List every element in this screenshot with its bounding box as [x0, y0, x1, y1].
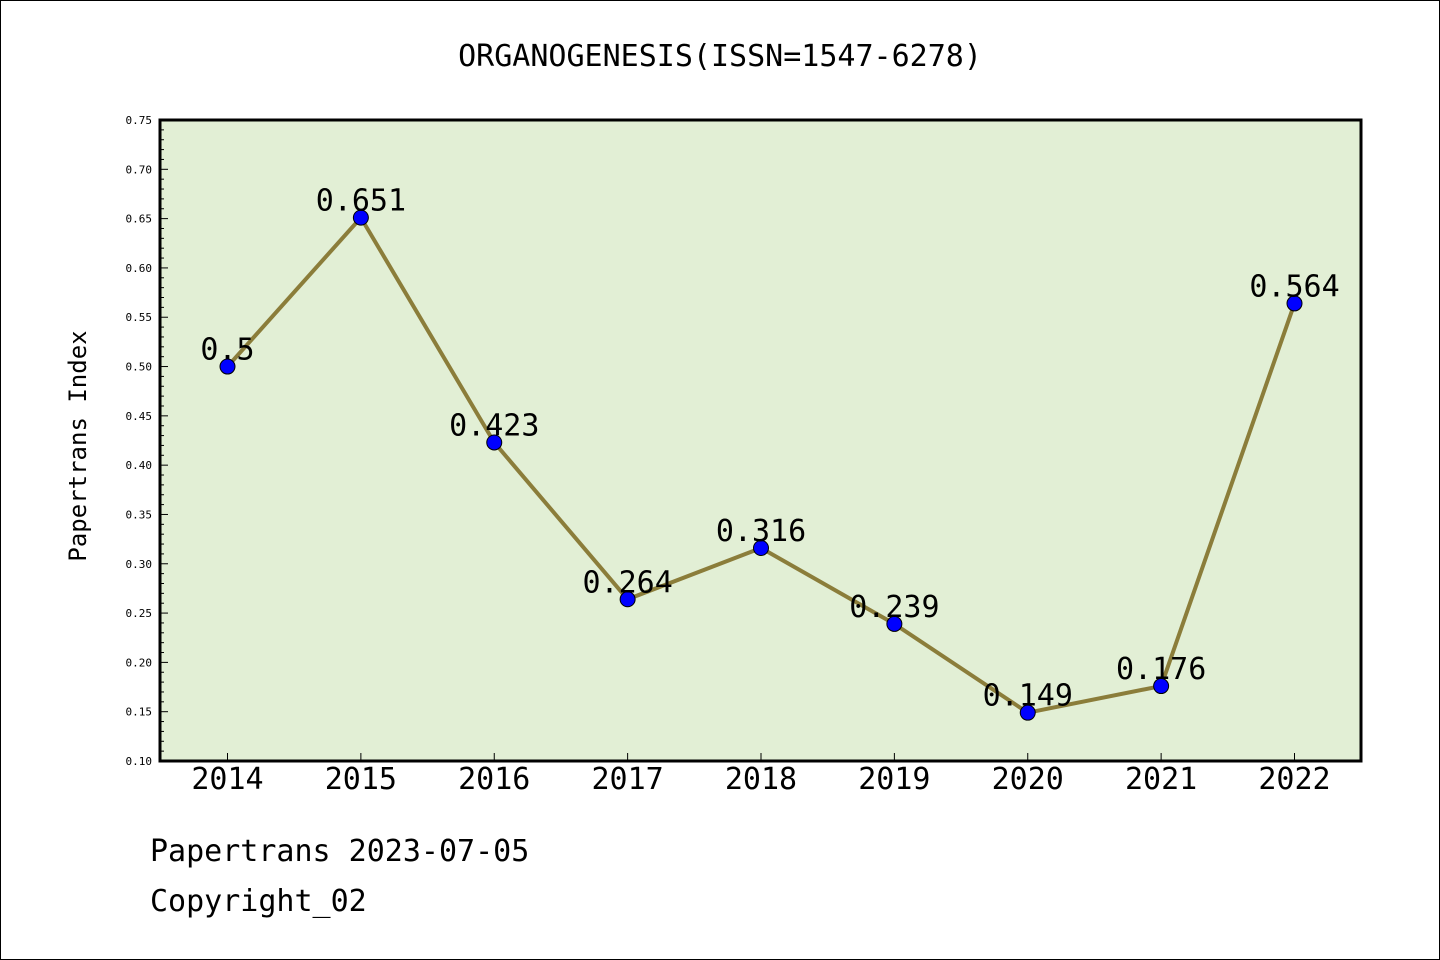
series-line-group: [219, 209, 1303, 721]
data-label: 0.149: [983, 679, 1073, 714]
data-label: 0.176: [1116, 652, 1206, 687]
data-label: 0.316: [716, 514, 806, 549]
data-point-marker: [486, 434, 503, 451]
data-label: 0.5: [200, 333, 254, 368]
x-tick-label: 2020: [992, 762, 1064, 797]
data-point-marker: [886, 615, 903, 632]
data-label: 0.264: [582, 565, 672, 600]
y-tick-label: 0.25: [126, 607, 153, 620]
data-labels: 0.5 0.651 0.423 0.264 0.316 0.239 0.149 0.176 0.…: [200, 184, 1339, 714]
data-point-marker: [219, 358, 236, 375]
x-tick-label: 2022: [1258, 762, 1330, 797]
x-tick-label: 2015: [325, 762, 397, 797]
x-tick-label: 2018: [725, 762, 797, 797]
y-tick-label: 0.75: [126, 114, 153, 127]
y-tick-label: 0.60: [126, 262, 153, 275]
data-label: 0.239: [849, 590, 939, 625]
y-tick-label: 0.50: [126, 361, 153, 374]
y-tick-label: 0.35: [126, 508, 153, 521]
y-tick-label: 0.70: [126, 163, 153, 176]
footer-date: Papertrans 2023-07-05: [150, 834, 530, 869]
x-tick-label: 2017: [592, 762, 664, 797]
x-tick-label: 2014: [191, 762, 263, 797]
data-point-marker: [1153, 678, 1170, 695]
y-tick-label: 0.55: [126, 311, 153, 324]
x-tick-label: 2019: [858, 762, 930, 797]
y-axis-label: Papertrans Index: [64, 330, 92, 561]
data-point-marker: [352, 209, 369, 226]
chart-title: ORGANOGENESIS(ISSN=1547-6278): [458, 39, 982, 74]
data-point-marker: [1019, 704, 1036, 721]
y-tick-label: 0.20: [126, 656, 153, 669]
x-axis: 2014 2015 2016 2017 2018 2019 2020 2021 2022: [191, 753, 1331, 797]
plot-area: [158, 118, 1363, 763]
data-label: 0.651: [316, 184, 406, 219]
x-tick-label: 2016: [458, 762, 530, 797]
y-tick-label: 0.40: [126, 459, 153, 472]
footer-copyright: Copyright_02: [150, 884, 367, 919]
x-tick-label: 2021: [1125, 762, 1197, 797]
y-tick-label: 0.10: [126, 755, 153, 768]
data-point-marker: [1286, 295, 1303, 312]
data-point-marker: [753, 539, 769, 556]
y-tick-label: 0.15: [126, 706, 153, 719]
data-label: 0.564: [1249, 269, 1339, 304]
data-label: 0.423: [449, 408, 539, 443]
y-tick-label: 0.45: [126, 410, 153, 423]
data-point-marker: [619, 591, 636, 608]
y-axis: 0.10 0.15 0.20 0.25 0.30 0.35 0.40 0.45 0.50 0.55…: [126, 114, 168, 768]
y-tick-label: 0.30: [126, 558, 153, 571]
y-tick-label: 0.65: [126, 213, 153, 226]
